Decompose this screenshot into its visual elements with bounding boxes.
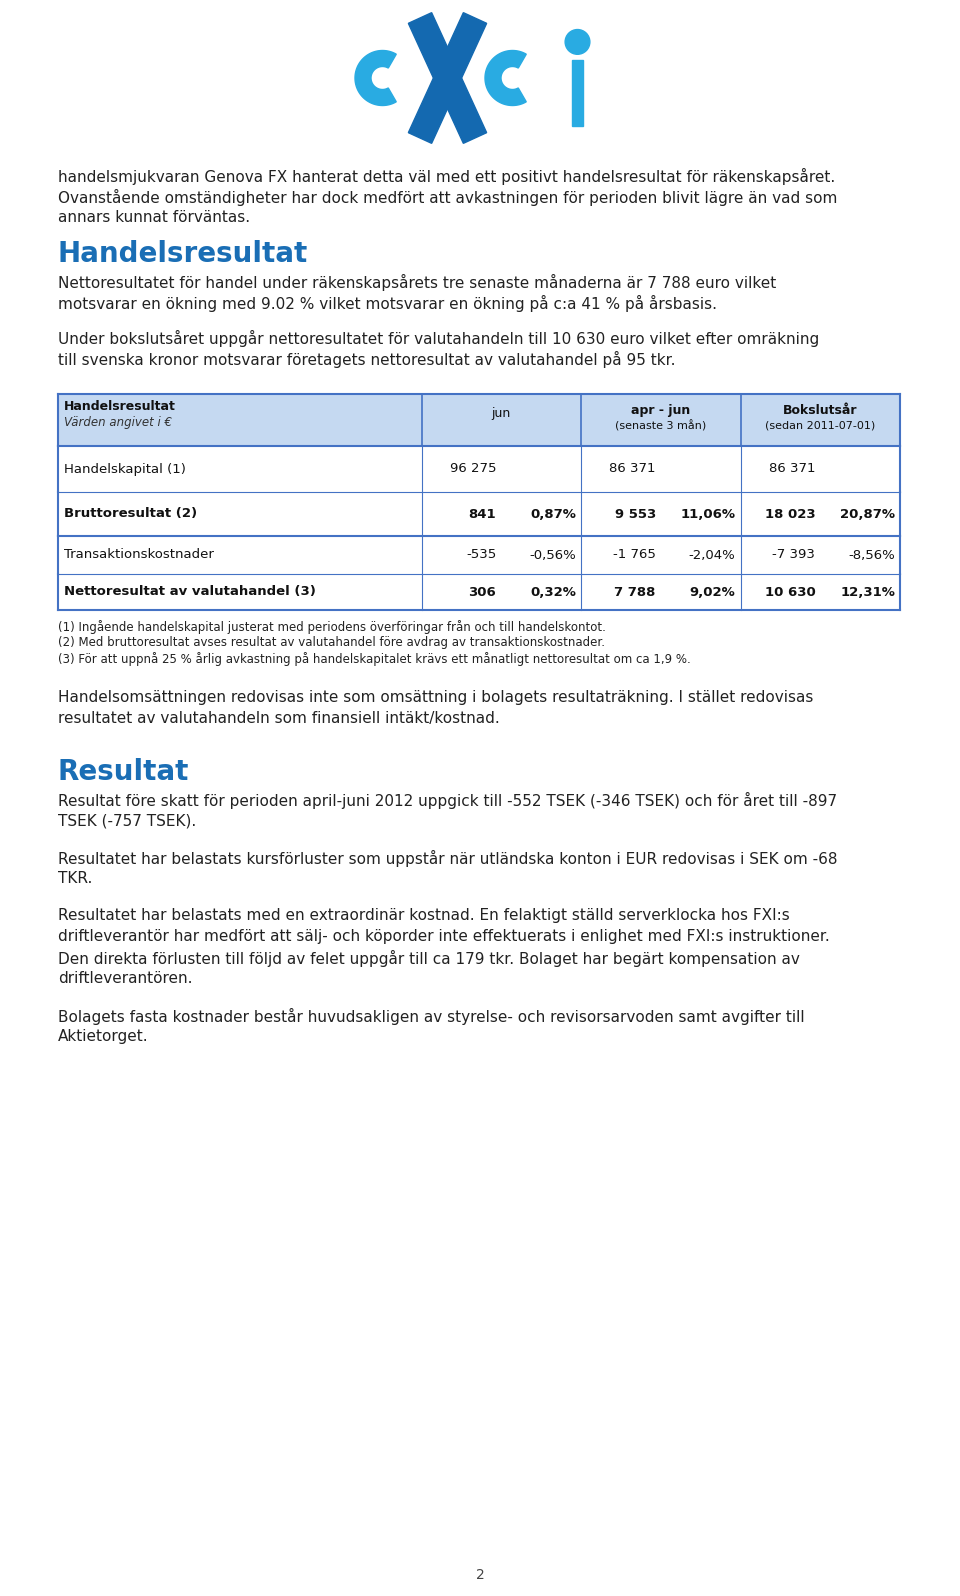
Text: Resultatet har belastats med en extraordinär kostnad. En felaktigt ställd server: Resultatet har belastats med en extraord… <box>58 908 790 922</box>
Polygon shape <box>485 51 526 105</box>
Text: Värden angivet i €: Värden angivet i € <box>64 417 172 429</box>
Text: (senaste 3 mån): (senaste 3 mån) <box>615 420 707 431</box>
Text: till svenska kronor motsvarar företagets nettoresultat av valutahandel på 95 tkr: till svenska kronor motsvarar företagets… <box>58 351 676 369</box>
Text: 841: 841 <box>468 508 496 520</box>
Bar <box>572 61 583 126</box>
Text: Aktietorget.: Aktietorget. <box>58 1029 149 1044</box>
Text: Bruttoresultat (2): Bruttoresultat (2) <box>64 508 197 520</box>
Text: (sedan 2011-07-01): (sedan 2011-07-01) <box>765 420 876 429</box>
Text: annars kunnat förväntas.: annars kunnat förväntas. <box>58 211 251 225</box>
Text: -7 393: -7 393 <box>773 549 815 562</box>
Text: Handelsresultat: Handelsresultat <box>58 239 308 268</box>
Text: -1 765: -1 765 <box>612 549 656 562</box>
Text: 9,02%: 9,02% <box>690 586 735 598</box>
Text: Resultat: Resultat <box>58 758 189 785</box>
Text: Handelskapital (1): Handelskapital (1) <box>64 463 186 476</box>
Text: -535: -535 <box>466 549 496 562</box>
Text: Bolagets fasta kostnader består huvudsakligen av styrelse- och revisorsarvoden s: Bolagets fasta kostnader består huvudsak… <box>58 1009 804 1025</box>
Text: 0,87%: 0,87% <box>530 508 576 520</box>
Text: -2,04%: -2,04% <box>688 549 735 562</box>
Text: Resultatet har belastats kursförluster som uppstår när utländska konton i EUR re: Resultatet har belastats kursförluster s… <box>58 851 837 867</box>
Text: -8,56%: -8,56% <box>849 549 895 562</box>
Text: 11,06%: 11,06% <box>681 508 735 520</box>
Text: (3) För att uppnå 25 % årlig avkastning på handelskapitalet krävs ett månatligt : (3) För att uppnå 25 % årlig avkastning … <box>58 653 691 666</box>
Text: 86 371: 86 371 <box>769 463 815 476</box>
Text: 96 275: 96 275 <box>450 463 496 476</box>
Text: Den direkta förlusten till följd av felet uppgår till ca 179 tkr. Bolaget har be: Den direkta förlusten till följd av fele… <box>58 950 800 967</box>
Polygon shape <box>408 13 487 144</box>
Text: jun: jun <box>492 407 511 420</box>
Text: 2: 2 <box>475 1567 485 1582</box>
Text: TSEK (-757 TSEK).: TSEK (-757 TSEK). <box>58 812 196 828</box>
Text: 0,32%: 0,32% <box>530 586 576 598</box>
Text: Transaktionskostnader: Transaktionskostnader <box>64 549 214 562</box>
Text: driftleverantören.: driftleverantören. <box>58 970 193 986</box>
Text: 86 371: 86 371 <box>610 463 656 476</box>
Circle shape <box>565 30 589 54</box>
Text: Resultat före skatt för perioden april-juni 2012 uppgick till -552 TSEK (-346 TS: Resultat före skatt för perioden april-j… <box>58 792 837 809</box>
Text: Bokslutsår: Bokslutsår <box>783 404 857 417</box>
Bar <box>58 394 900 445</box>
Text: Ovanstående omständigheter har dock medfört att avkastningen för perioden blivit: Ovanstående omständigheter har dock medf… <box>58 188 837 206</box>
Text: 12,31%: 12,31% <box>840 586 895 598</box>
Text: handelsmjukvaran Genova FX hanterat detta väl med ett positivt handelsresultat f: handelsmjukvaran Genova FX hanterat dett… <box>58 168 835 185</box>
Polygon shape <box>408 13 487 144</box>
Text: Nettoresultat av valutahandel (3): Nettoresultat av valutahandel (3) <box>64 586 316 598</box>
Text: -0,56%: -0,56% <box>529 549 576 562</box>
Text: motsvarar en ökning med 9.02 % vilket motsvarar en ökning på c:a 41 % på årsbasi: motsvarar en ökning med 9.02 % vilket mo… <box>58 295 717 311</box>
Polygon shape <box>355 51 396 105</box>
Text: 306: 306 <box>468 586 496 598</box>
Text: 7 788: 7 788 <box>614 586 656 598</box>
Text: TKR.: TKR. <box>58 871 92 886</box>
Text: 18 023: 18 023 <box>764 508 815 520</box>
Text: driftleverantör har medfört att sälj- och köporder inte effektuerats i enlighet : driftleverantör har medfört att sälj- oc… <box>58 929 829 943</box>
Text: 20,87%: 20,87% <box>840 508 895 520</box>
Text: resultatet av valutahandeln som finansiell intäkt/kostnad.: resultatet av valutahandeln som finansie… <box>58 710 500 726</box>
Text: (1) Ingående handelskapital justerat med periodens överföringar från och till ha: (1) Ingående handelskapital justerat med… <box>58 619 606 634</box>
Text: Nettoresultatet för handel under räkenskapsårets tre senaste månaderna är 7 788 : Nettoresultatet för handel under räkensk… <box>58 275 777 290</box>
Text: Handelsomsättningen redovisas inte som omsättning i bolagets resultaträkning. I : Handelsomsättningen redovisas inte som o… <box>58 689 813 705</box>
Text: apr - jun: apr - jun <box>631 404 690 417</box>
Text: (2) Med bruttoresultat avses resultat av valutahandel före avdrag av transaktion: (2) Med bruttoresultat avses resultat av… <box>58 635 605 650</box>
Text: 10 630: 10 630 <box>764 586 815 598</box>
Text: Handelsresultat: Handelsresultat <box>64 401 176 413</box>
Text: 9 553: 9 553 <box>614 508 656 520</box>
Text: Under bokslutsåret uppgår nettoresultatet för valutahandeln till 10 630 euro vil: Under bokslutsåret uppgår nettoresultate… <box>58 330 819 346</box>
